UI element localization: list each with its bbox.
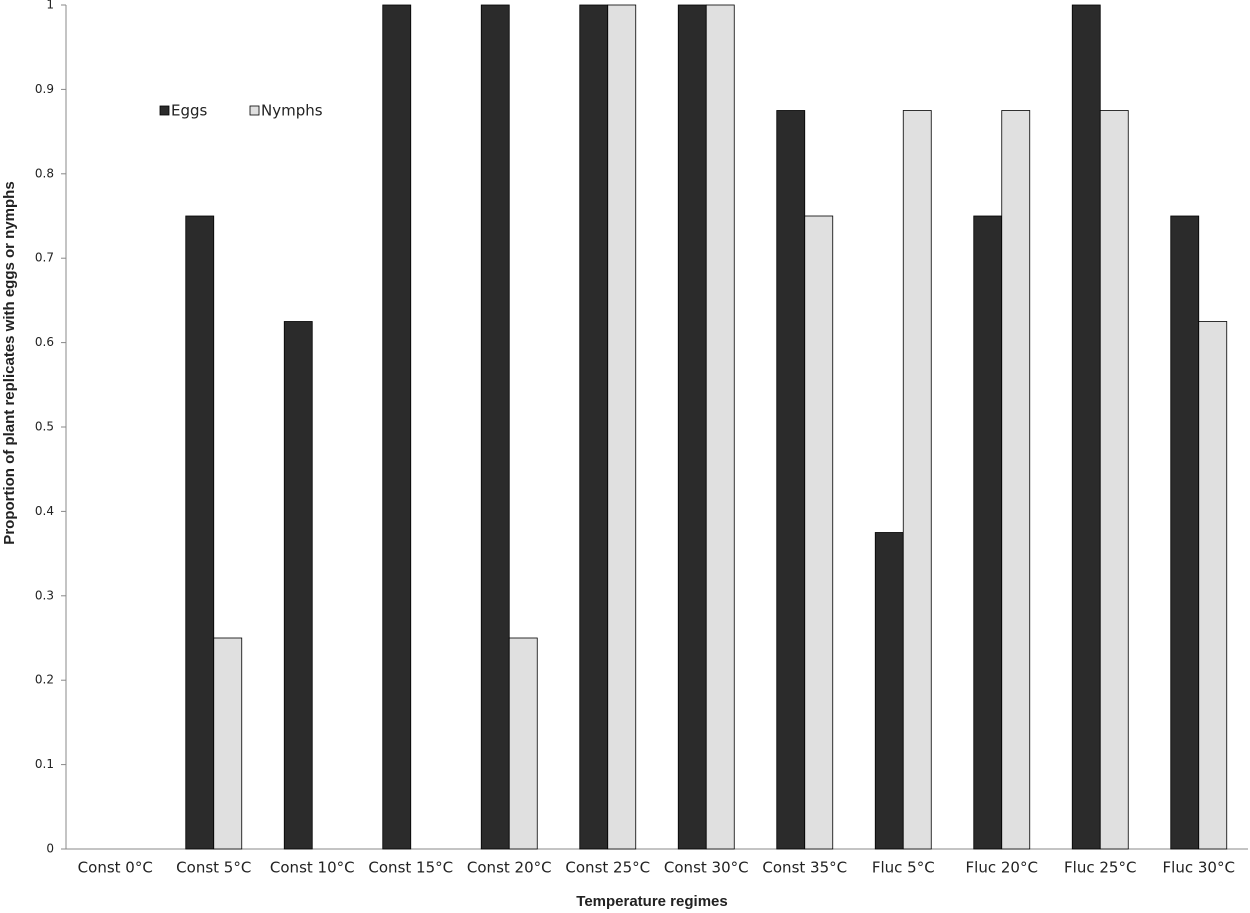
bar (776, 110, 806, 850)
y-tick-label: 0 (46, 842, 54, 856)
y-tick-label: 0.4 (35, 504, 54, 518)
bar (283, 321, 313, 850)
x-tick-label: Const 0°C (78, 859, 153, 877)
x-tick-label: Fluc 30°C (1163, 859, 1235, 877)
y-tick-label: 0.6 (35, 335, 54, 349)
y-tick-label: 0.8 (35, 166, 54, 180)
bar (902, 110, 932, 850)
bar (1170, 215, 1200, 850)
bar (1001, 110, 1031, 850)
x-tick-label: Fluc 5°C (872, 859, 935, 877)
x-tick-label: Const 25°C (565, 859, 650, 877)
y-tick-label: 1 (46, 0, 54, 12)
legend-label: Nymphs (261, 102, 323, 120)
x-axis-title: Temperature regimes (576, 893, 727, 910)
bar (973, 215, 1003, 850)
bar (1198, 321, 1228, 850)
legend-swatch (159, 105, 170, 116)
bar (382, 4, 412, 850)
x-tick-label: Fluc 20°C (966, 859, 1038, 877)
bar (1071, 4, 1101, 850)
y-tick-label: 0.7 (35, 251, 54, 265)
bar (874, 532, 904, 850)
x-tick-label: Fluc 25°C (1064, 859, 1136, 877)
x-tick-label: Const 10°C (270, 859, 355, 877)
x-tick-label: Const 20°C (467, 859, 552, 877)
legend-swatch (249, 105, 260, 116)
bar (213, 637, 243, 850)
x-tick-label: Const 30°C (664, 859, 749, 877)
y-tick-label: 0.2 (35, 673, 54, 687)
y-tick-label: 0.9 (35, 82, 54, 96)
bar (185, 215, 215, 850)
y-axis-title: Proportion of plant replicates with eggs… (1, 181, 18, 544)
y-tick-label: 0.3 (35, 588, 54, 602)
bar (804, 215, 834, 850)
bar (705, 4, 735, 850)
bar (677, 4, 707, 850)
x-tick-label: Const 35°C (762, 859, 847, 877)
bar (579, 4, 609, 850)
x-tick-label: Const 5°C (176, 859, 251, 877)
bar (1099, 110, 1129, 850)
bar (508, 637, 538, 850)
y-tick-label: 0.5 (35, 420, 54, 434)
legend-label: Eggs (171, 102, 208, 120)
y-tick-label: 0.1 (35, 757, 54, 771)
bar (607, 4, 637, 850)
bar (480, 4, 510, 850)
x-tick-label: Const 15°C (368, 859, 453, 877)
